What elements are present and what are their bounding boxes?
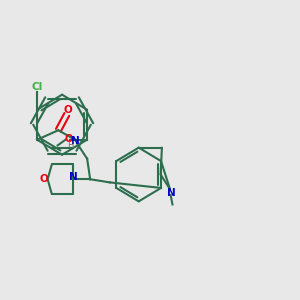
Text: O: O (64, 105, 72, 115)
Text: N: N (71, 136, 80, 146)
Text: N: N (167, 188, 175, 198)
Text: H: H (67, 141, 74, 150)
Text: N: N (69, 172, 78, 182)
Text: Cl: Cl (32, 82, 43, 92)
Text: O: O (40, 174, 48, 184)
Text: O: O (64, 134, 72, 144)
